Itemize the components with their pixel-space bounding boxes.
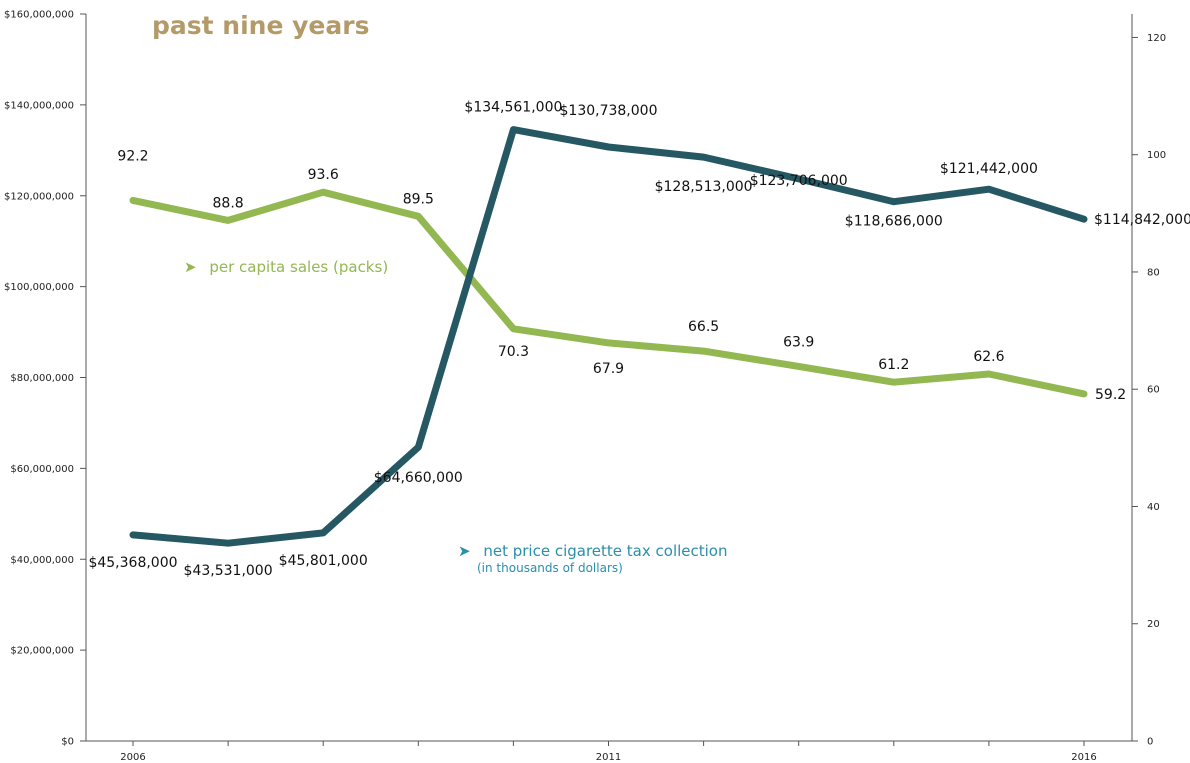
right-tick-label: 0 — [1147, 737, 1153, 748]
legend-note-tax-collection: (in thousands of dollars) — [477, 561, 623, 575]
data-label-tax-collection: $45,368,000 — [88, 555, 177, 571]
left-tick-label: $0 — [61, 737, 74, 748]
left-axis-ticks: $0 $20,000,000 $40,000,000 $60,000,000 $80,0… — [4, 10, 86, 748]
data-label-tax-collection: $114,842,000 — [1094, 212, 1190, 228]
legend-label-tax-collection: net price cigarette tax collection — [483, 542, 727, 560]
left-tick-label: $20,000,000 — [10, 646, 74, 657]
left-tick-label: $80,000,000 — [10, 373, 74, 384]
left-tick-label: $120,000,000 — [4, 191, 74, 202]
legend-label-per-capita: per capita sales (packs) — [209, 258, 388, 276]
data-label-tax-collection: $64,660,000 — [374, 470, 463, 486]
series-data-labels: 92.2 $45,368,000 88.8 $43,531,000 93.6 $45,80… — [88, 100, 1190, 580]
legend-per-capita: ➤ per capita sales (packs) — [184, 258, 388, 276]
data-label-per-capita: 66.5 — [688, 319, 719, 335]
series-lines — [129, 126, 1088, 547]
left-tick-label: $140,000,000 — [4, 100, 74, 111]
right-tick-label: 40 — [1147, 502, 1160, 513]
x-tick-label: 2011 — [596, 752, 621, 763]
data-label-tax-collection: $123,706,000 — [750, 173, 848, 189]
right-tick-label: 100 — [1147, 150, 1166, 161]
x-tick-label: 2006 — [120, 752, 145, 763]
data-label-tax-collection: $134,561,000 — [464, 100, 562, 116]
legend-arrow-green: ➤ — [184, 258, 197, 276]
data-label-per-capita: 67.9 — [593, 361, 624, 377]
left-tick-label: $100,000,000 — [4, 282, 74, 293]
legend-tax-collection: ➤ net price cigarette tax collection (in… — [458, 542, 727, 575]
data-label-tax-collection: $45,801,000 — [279, 553, 368, 569]
line-per-capita-sales — [129, 188, 1088, 398]
data-label-per-capita: 89.5 — [403, 191, 434, 207]
svg-text:➤ net price cigarette ta: ➤ net price cigarette tax collection — [458, 542, 727, 560]
data-label-per-capita: 70.3 — [498, 344, 529, 360]
left-tick-label: $60,000,000 — [10, 464, 74, 475]
svg-text:➤ per capita sales (pack: ➤ per capita sales (packs) — [184, 258, 388, 276]
chart-title: past nine years — [152, 11, 369, 40]
right-tick-label: 60 — [1147, 385, 1160, 396]
legend-arrow-blue: ➤ — [458, 542, 471, 560]
right-tick-label: 120 — [1147, 33, 1166, 44]
data-label-per-capita: 63.9 — [783, 334, 814, 350]
data-label-tax-collection: $118,686,000 — [845, 214, 943, 230]
data-label-per-capita: 61.2 — [878, 357, 909, 373]
data-label-per-capita: 93.6 — [308, 167, 339, 183]
right-tick-label: 80 — [1147, 267, 1160, 278]
right-tick-label: 20 — [1147, 619, 1160, 630]
data-label-tax-collection: $43,531,000 — [184, 563, 273, 579]
line-tax-collection — [129, 126, 1088, 547]
left-tick-label: $160,000,000 — [4, 10, 74, 21]
data-label-tax-collection: $130,738,000 — [560, 103, 658, 119]
x-axis-ticks: 2006 2011 2016 — [120, 741, 1097, 763]
data-label-per-capita: 92.2 — [117, 148, 148, 164]
left-tick-label: $40,000,000 — [10, 555, 74, 566]
data-label-tax-collection: $128,513,000 — [655, 179, 753, 195]
data-label-per-capita: 88.8 — [213, 195, 244, 211]
right-axis-ticks: 0 20 40 60 80 100 120 — [1132, 33, 1166, 748]
data-label-tax-collection: $121,442,000 — [940, 161, 1038, 177]
data-label-per-capita: 59.2 — [1095, 387, 1126, 403]
data-label-per-capita: 62.6 — [973, 349, 1004, 365]
x-tick-label: 2016 — [1071, 752, 1096, 763]
